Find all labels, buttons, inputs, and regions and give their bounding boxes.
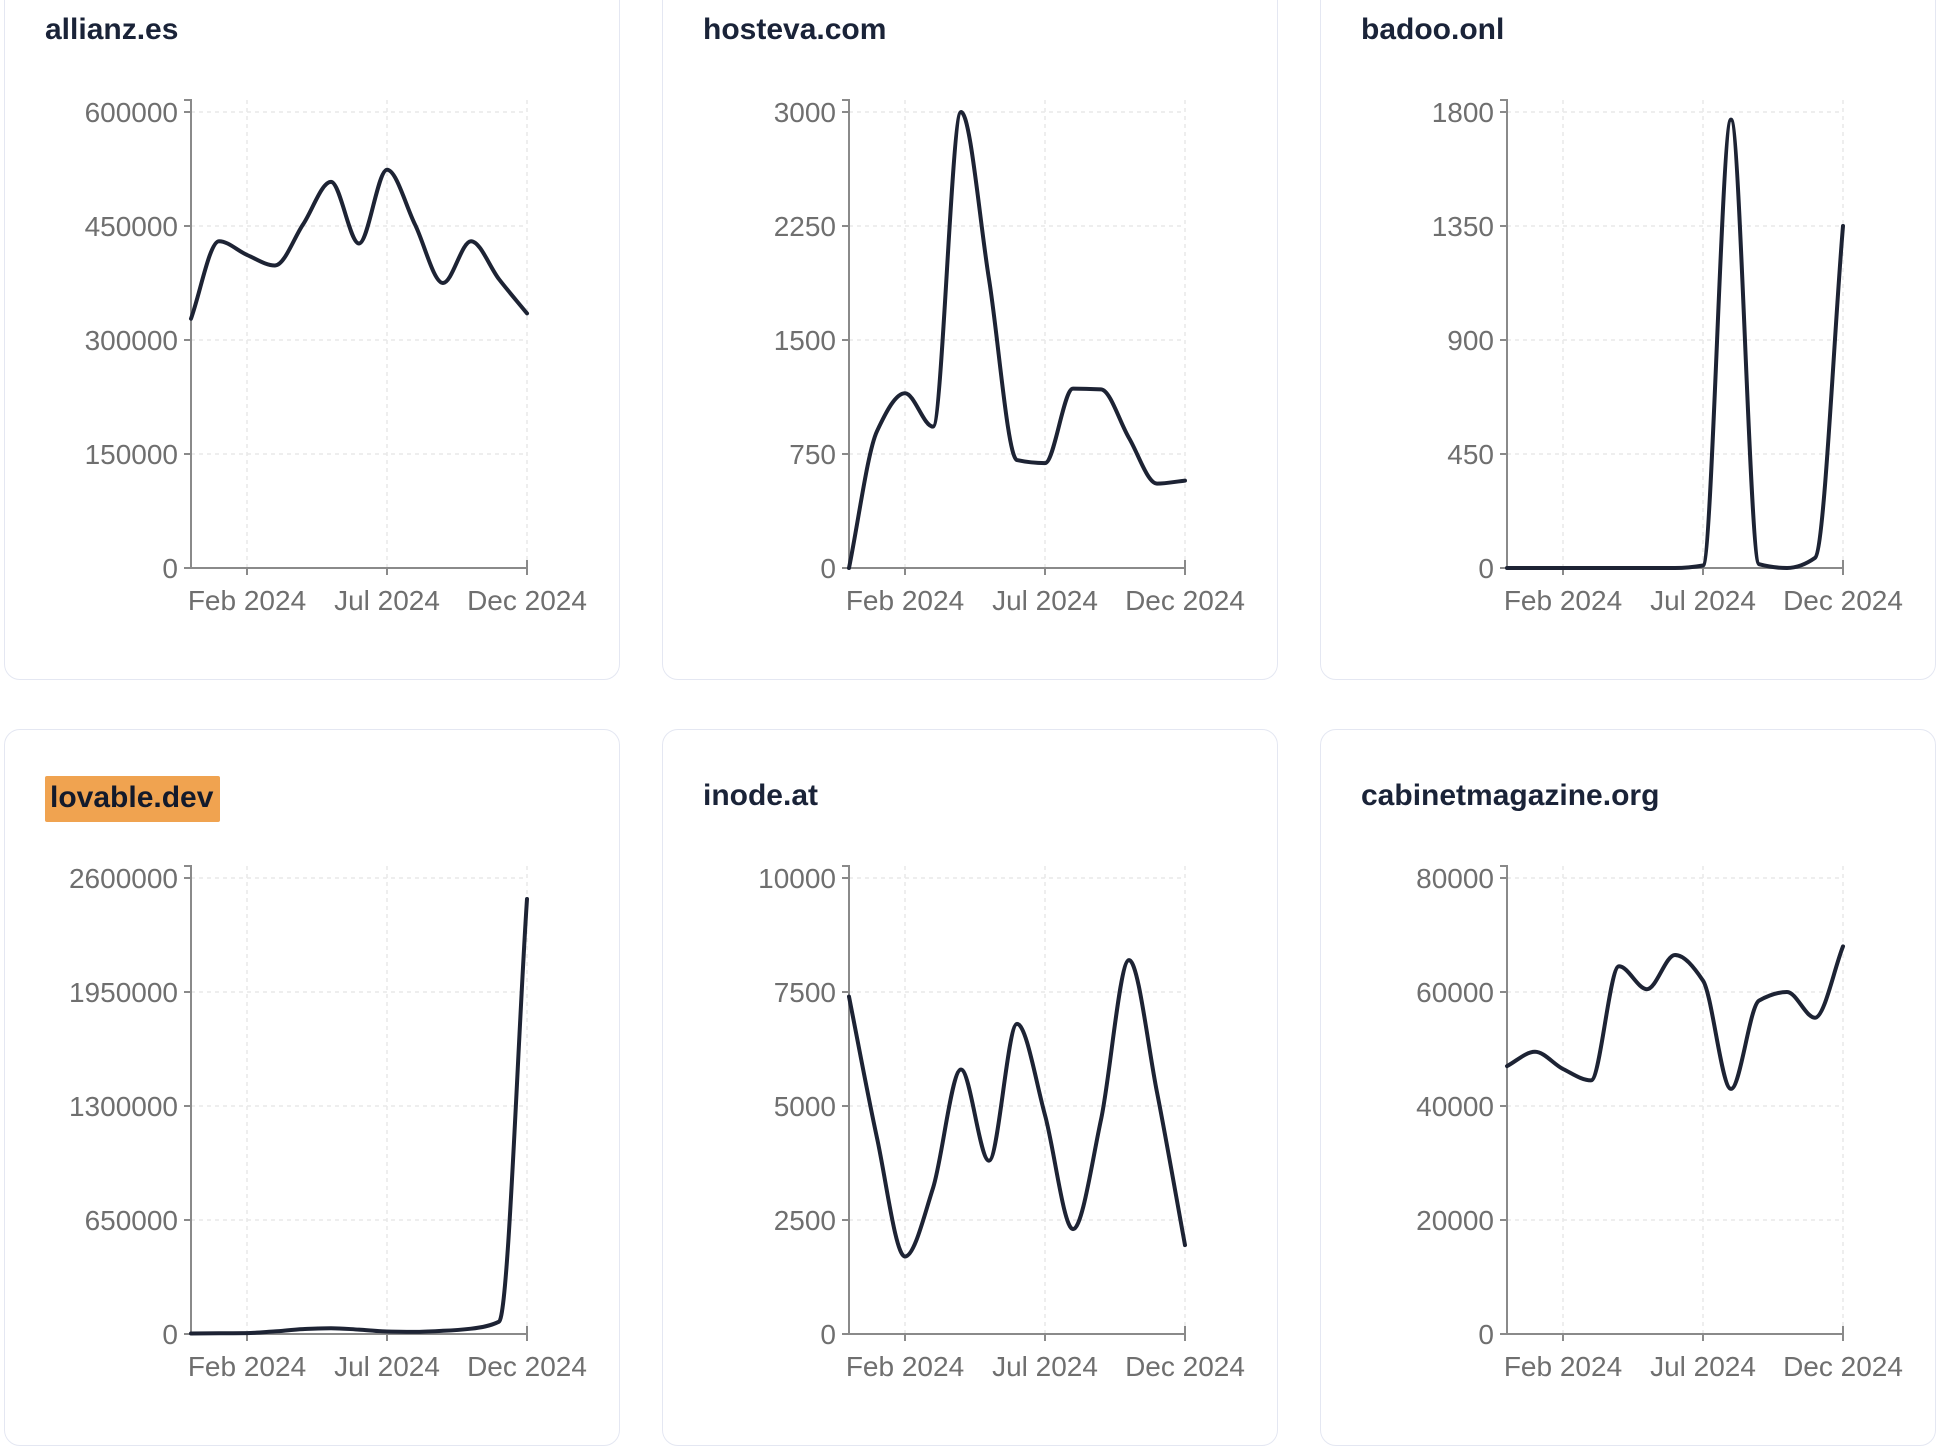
x-tick-label: Dec 2024 bbox=[1125, 1351, 1245, 1382]
series-line bbox=[1505, 944, 1845, 1091]
chart-card-lovable-dev[interactable]: lovable.dev 0 650000 1300000 1950000 2600000… bbox=[4, 729, 620, 1446]
gridlines bbox=[849, 866, 1186, 1334]
x-tick-label: Jul 2024 bbox=[992, 585, 1098, 616]
y-tick-label: 2500 bbox=[774, 1205, 836, 1236]
y-tick-label: 1800 bbox=[1432, 97, 1494, 128]
tick-labels: 0 750 1500 2250 3000 Feb 2024 Jul 2024 Dec 2024 bbox=[774, 97, 1245, 616]
x-tick-label: Jul 2024 bbox=[1650, 1351, 1756, 1382]
series-line bbox=[847, 958, 1187, 1259]
x-tick-label: Dec 2024 bbox=[1783, 585, 1903, 616]
x-tick-label: Jul 2024 bbox=[334, 585, 440, 616]
y-tick-label: 2250 bbox=[774, 211, 836, 242]
y-tick-label: 450 bbox=[1447, 439, 1494, 470]
chart-card-allianz-es[interactable]: allianz.es 0 150000 300000 450000 600000 Feb … bbox=[4, 0, 620, 680]
y-tick-label: 7500 bbox=[774, 977, 836, 1008]
chart-card-inode-at[interactable]: inode.at 0 2500 5000 7500 10000 Feb 2024 Jul 2… bbox=[662, 729, 1278, 1446]
y-tick-label: 0 bbox=[1478, 553, 1494, 584]
axes bbox=[842, 99, 1186, 575]
chart-title: badoo.onl bbox=[1361, 10, 1504, 50]
y-tick-label: 1350 bbox=[1432, 211, 1494, 242]
y-tick-label: 3000 bbox=[774, 97, 836, 128]
chart-title: hosteva.com bbox=[703, 10, 886, 50]
chart-card-hosteva-com[interactable]: hosteva.com 0 750 1500 2250 3000 Feb 2024 Jul … bbox=[662, 0, 1278, 680]
chart-title-text: lovable.dev bbox=[45, 776, 221, 822]
x-tick-label: Feb 2024 bbox=[846, 585, 964, 616]
chart-title: allianz.es bbox=[45, 10, 178, 50]
tick-labels: 0 2500 5000 7500 10000 Feb 2024 Jul 2024 Dec 20… bbox=[758, 863, 1245, 1382]
axes bbox=[1500, 99, 1844, 575]
series-line bbox=[189, 897, 529, 1336]
axes bbox=[842, 865, 1186, 1341]
series-line bbox=[189, 167, 529, 321]
y-tick-label: 80000 bbox=[1416, 863, 1494, 894]
series-line bbox=[847, 110, 1187, 570]
chart-title-text: allianz.es bbox=[45, 13, 179, 46]
x-tick-label: Feb 2024 bbox=[188, 585, 306, 616]
tick-labels: 0 150000 300000 450000 600000 Feb 2024 Jul 202… bbox=[85, 97, 587, 616]
chart-title: lovable.dev bbox=[45, 776, 221, 822]
gridlines bbox=[1507, 866, 1844, 1334]
y-tick-label: 0 bbox=[820, 553, 836, 584]
x-tick-label: Jul 2024 bbox=[992, 1351, 1098, 1382]
y-tick-label: 450000 bbox=[85, 211, 178, 242]
x-tick-label: Feb 2024 bbox=[846, 1351, 964, 1382]
x-tick-label: Dec 2024 bbox=[467, 1351, 587, 1382]
chart-title: inode.at bbox=[703, 776, 818, 816]
line-chart: 0 450 900 1350 1800 Feb 2024 Jul 2024 Dec 2024 bbox=[1432, 97, 1903, 616]
x-tick-label: Dec 2024 bbox=[1783, 1351, 1903, 1382]
chart-card-cabinetmagazine-org[interactable]: cabinetmagazine.org 0 20000 40000 60000 8000… bbox=[1320, 729, 1936, 1446]
y-tick-label: 5000 bbox=[774, 1091, 836, 1122]
y-tick-label: 0 bbox=[1478, 1319, 1494, 1350]
y-tick-label: 600000 bbox=[85, 97, 178, 128]
x-tick-label: Jul 2024 bbox=[334, 1351, 440, 1382]
axes bbox=[1500, 865, 1844, 1341]
y-tick-label: 0 bbox=[820, 1319, 836, 1350]
y-tick-label: 60000 bbox=[1416, 977, 1494, 1008]
x-tick-label: Dec 2024 bbox=[467, 585, 587, 616]
chart-title-text: hosteva.com bbox=[703, 13, 887, 46]
y-tick-label: 150000 bbox=[85, 439, 178, 470]
chart-card-badoo-onl[interactable]: badoo.onl 0 450 900 1350 1800 Feb 2024 Jul 202… bbox=[1320, 0, 1936, 680]
y-tick-label: 40000 bbox=[1416, 1091, 1494, 1122]
line-chart: 0 150000 300000 450000 600000 Feb 2024 Jul 202… bbox=[85, 97, 587, 616]
line-chart: 0 20000 40000 60000 80000 Feb 2024 Jul 2024 Dec… bbox=[1416, 863, 1903, 1382]
tick-labels: 0 20000 40000 60000 80000 Feb 2024 Jul 2024 Dec… bbox=[1416, 863, 1903, 1382]
y-tick-label: 2600000 bbox=[69, 863, 178, 894]
y-tick-label: 300000 bbox=[85, 325, 178, 356]
y-tick-label: 750 bbox=[789, 439, 836, 470]
y-tick-label: 650000 bbox=[85, 1205, 178, 1236]
x-tick-label: Dec 2024 bbox=[1125, 585, 1245, 616]
line-chart: 0 2500 5000 7500 10000 Feb 2024 Jul 2024 Dec 20… bbox=[758, 863, 1245, 1382]
y-tick-label: 1500 bbox=[774, 325, 836, 356]
y-tick-label: 1300000 bbox=[69, 1091, 178, 1122]
x-tick-label: Jul 2024 bbox=[1650, 585, 1756, 616]
x-tick-label: Feb 2024 bbox=[1504, 585, 1622, 616]
tick-labels: 0 450 900 1350 1800 Feb 2024 Jul 2024 Dec 2024 bbox=[1432, 97, 1903, 616]
chart-title: cabinetmagazine.org bbox=[1361, 776, 1659, 816]
gridlines bbox=[191, 100, 528, 568]
chart-title-text: cabinetmagazine.org bbox=[1361, 779, 1660, 812]
axes bbox=[184, 99, 528, 575]
y-tick-label: 10000 bbox=[758, 863, 836, 894]
gridlines bbox=[1507, 100, 1844, 568]
y-tick-label: 0 bbox=[162, 1319, 178, 1350]
line-chart: 0 650000 1300000 1950000 2600000 Feb 2024 Jul … bbox=[69, 863, 587, 1382]
tick-labels: 0 650000 1300000 1950000 2600000 Feb 2024 Jul … bbox=[69, 863, 587, 1382]
y-tick-label: 1950000 bbox=[69, 977, 178, 1008]
axes bbox=[184, 865, 528, 1341]
gridlines bbox=[849, 100, 1186, 568]
chart-title-text: badoo.onl bbox=[1361, 13, 1505, 46]
x-tick-label: Feb 2024 bbox=[1504, 1351, 1622, 1382]
chart-title-text: inode.at bbox=[703, 779, 819, 812]
series-line bbox=[1505, 117, 1845, 570]
y-tick-label: 20000 bbox=[1416, 1205, 1494, 1236]
x-tick-label: Feb 2024 bbox=[188, 1351, 306, 1382]
line-chart: 0 750 1500 2250 3000 Feb 2024 Jul 2024 Dec 2024 bbox=[774, 97, 1245, 616]
y-tick-label: 0 bbox=[162, 553, 178, 584]
y-tick-label: 900 bbox=[1447, 325, 1494, 356]
gridlines bbox=[191, 866, 528, 1334]
